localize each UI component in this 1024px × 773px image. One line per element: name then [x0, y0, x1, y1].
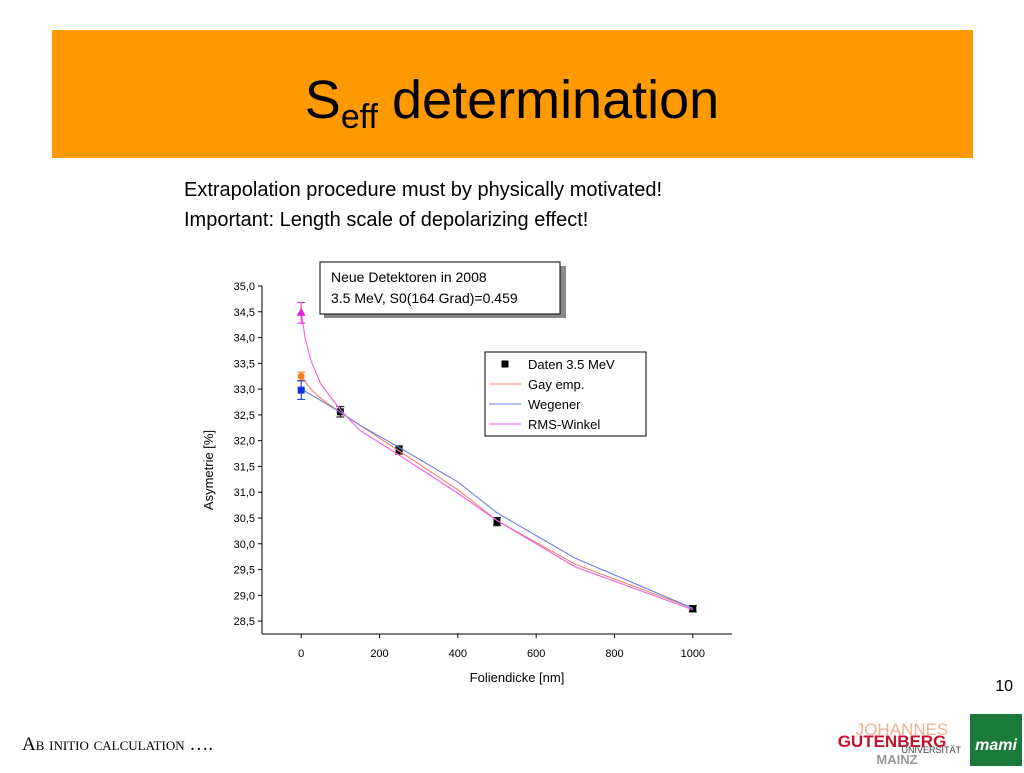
x-tick-label: 400: [449, 648, 467, 660]
legend-box: [484, 351, 647, 437]
marker: [297, 372, 305, 380]
slide-title: Seff determination: [305, 70, 719, 136]
text-line: Important: Length scale of depolarizing …: [184, 209, 588, 231]
logo-box: [970, 714, 1022, 766]
y-axis-label: Asymetrie [%]: [201, 430, 216, 510]
y-tick-label: 30,5: [234, 513, 255, 525]
marker: [297, 386, 305, 394]
mami-logo: mami: [970, 714, 1022, 766]
fit-line: [300, 311, 694, 611]
y-tick-label: 32,0: [234, 436, 255, 448]
annotation: Neue Detektoren in 2008 3.5 MeV, S0(164 …: [319, 261, 566, 318]
logo-text: UNIVERSITÄT: [901, 745, 961, 755]
x-tick-label: 600: [527, 648, 545, 660]
page-number: 10: [995, 678, 1013, 695]
y-tick-label: 31,5: [234, 461, 255, 473]
x-axis-label: Foliendicke [nm]: [470, 670, 565, 685]
marker: [689, 605, 697, 613]
footer: Ab initio calculation ….: [22, 734, 213, 755]
y-tick-label: 29,5: [234, 565, 255, 577]
fit-line: [300, 388, 694, 609]
x-tick-label: 200: [370, 648, 388, 660]
x-tick-label: 800: [605, 648, 623, 660]
x-tick-label: 1000: [681, 648, 705, 660]
fit-line: [300, 375, 694, 609]
y-tick-label: 33,0: [234, 384, 255, 396]
y-tick-label: 32,5: [234, 410, 255, 422]
y-tick-label: 29,0: [234, 590, 255, 602]
y-tick-label: 34,5: [234, 307, 255, 319]
annotation-box: [319, 261, 561, 315]
title-sub: eff: [341, 98, 379, 136]
y-tick-label: 30,0: [234, 539, 255, 551]
annotation-text: Neue Detektoren in 2008: [331, 269, 487, 285]
marker: [296, 307, 306, 316]
title-bar: [52, 30, 973, 158]
legend-label: Daten 3.5 MeV: [528, 357, 615, 372]
title-main: S: [305, 70, 341, 130]
marker: [501, 360, 509, 368]
marker: [395, 446, 403, 454]
marker: [493, 518, 501, 526]
title-rest: determination: [392, 70, 719, 130]
y-tick-label: 31,0: [234, 487, 255, 499]
y-tick-label: 34,0: [234, 333, 255, 345]
text-line: Extrapolation procedure must by physical…: [184, 179, 662, 201]
legend-label: Gay emp.: [528, 377, 584, 392]
legend-label: RMS-Winkel: [528, 417, 600, 432]
legend-label: Wegener: [528, 397, 581, 412]
y-tick-label: 28,5: [234, 616, 255, 628]
logo-text: mami: [975, 737, 1017, 754]
y-tick-label: 35,0: [234, 281, 255, 293]
y-tick-label: 33,5: [234, 358, 255, 370]
university-logo: JOHANNES GUTENBERG UNIVERSITÄT MAINZ: [838, 720, 962, 767]
annotation-text: 3.5 MeV, S0(164 Grad)=0.459: [331, 290, 518, 306]
logo-text: MAINZ: [876, 752, 917, 767]
logo-text: GUTENBERG: [838, 732, 947, 751]
logo-text: JOHANNES: [856, 720, 949, 739]
x-tick-label: 0: [298, 648, 304, 660]
